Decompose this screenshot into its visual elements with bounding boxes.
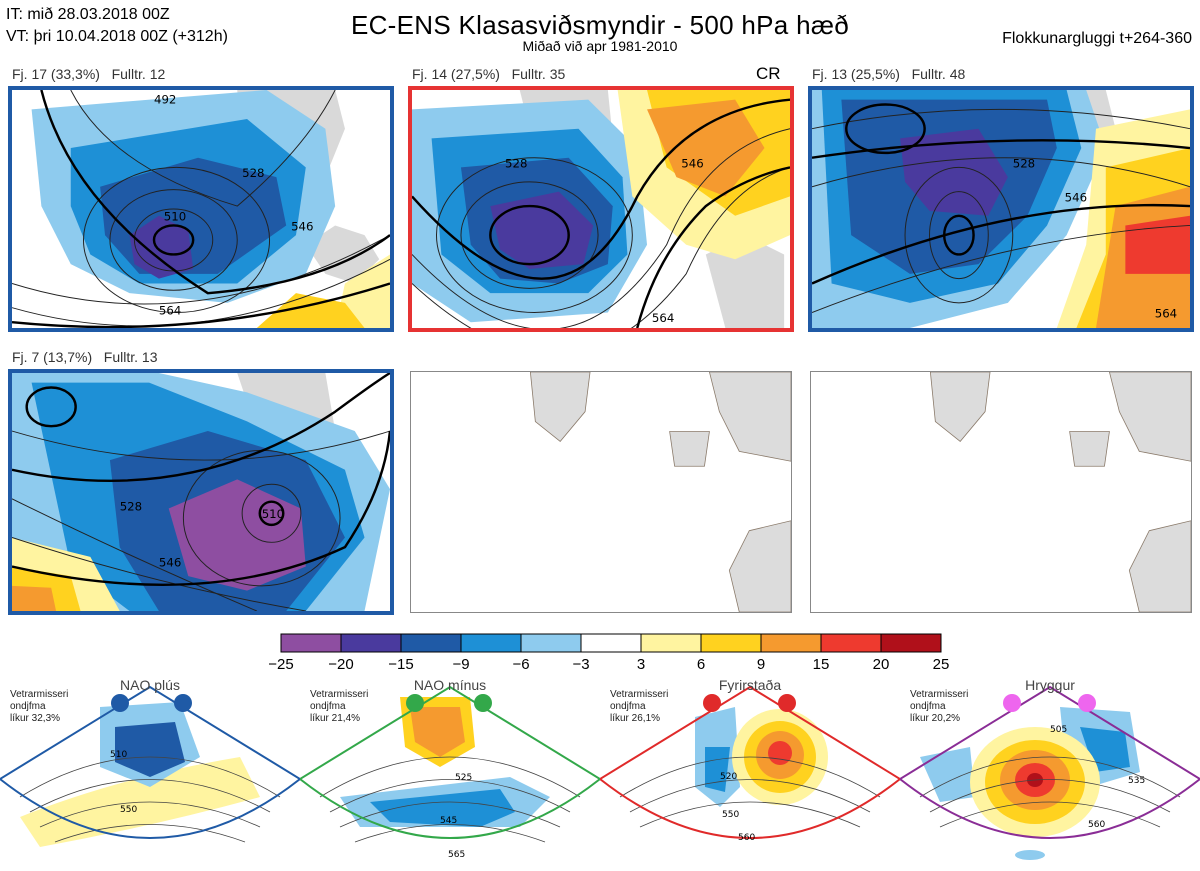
colorbar-cell xyxy=(460,633,522,653)
cluster-3-label: Fj. 13 (25,5%) Fulltr. 48 xyxy=(812,66,966,82)
regime-name: NAO mínus xyxy=(413,677,487,693)
contour-label: 564 xyxy=(652,311,674,325)
cluster-3-map-graphic: 528 546 564 xyxy=(812,90,1190,328)
contour-label: 528 xyxy=(120,499,142,513)
contour-label: 510 xyxy=(110,750,127,760)
regime-note: Vetrarmisseri ondjfma líkur 21,4% xyxy=(310,689,369,724)
colorbar-tick-label: 3 xyxy=(636,656,646,673)
cluster-4-map-graphic: 510 528 546 xyxy=(12,373,390,611)
contour-label: 520 xyxy=(720,772,737,782)
regime-ridge: 505 535 560 Hryggur Vetrarmisseri ondjfma… xyxy=(900,677,1200,871)
colorbar-tick-label: 9 xyxy=(756,656,766,673)
regime-ridge-graphic: 505 535 560 xyxy=(900,685,1200,860)
colorbar-tick-label: −3 xyxy=(572,656,590,673)
classification-window: Flokkunargluggi t+264-360 xyxy=(1002,30,1192,47)
regime-name: Fyrirstaða xyxy=(718,677,782,693)
contour-label: 564 xyxy=(159,304,181,318)
regime-blocking: 520 550 560 Fyrirstaða Vetrarmisseri ondj… xyxy=(600,677,900,871)
cluster-2-map-graphic: 528 546 564 xyxy=(412,90,790,328)
colorbar-tick-label: 20 xyxy=(872,656,890,673)
cluster-1-map[interactable]: 492 510 528 546 564 xyxy=(8,86,394,332)
colorbar-tick-label: 25 xyxy=(932,656,950,673)
regime-note: Vetrarmisseri ondjfma líkur 32,3% xyxy=(10,689,69,724)
contour-label: 535 xyxy=(1128,776,1145,786)
colorbar-cell xyxy=(820,633,882,653)
colorbar-tick-label: −9 xyxy=(452,656,470,673)
contour-label: 560 xyxy=(1088,820,1105,830)
initial-time: IT: mið 28.03.2018 00Z xyxy=(6,6,170,23)
colorbar-ticks: −25 −20 −15 −9 −6 −3 3 6 9 15 20 25 xyxy=(262,656,962,676)
colorbar-cell xyxy=(640,633,702,653)
contour-label: 546 xyxy=(159,556,181,570)
colorbar-cell xyxy=(400,633,462,653)
regime-nao-plus: 510 550 NAO plús Vetrarmisseri ondjfma lík… xyxy=(0,677,300,871)
colorbar-cells xyxy=(280,633,942,653)
colorbar-cell xyxy=(340,633,402,653)
contour-label: 545 xyxy=(440,816,457,826)
contour-label: 550 xyxy=(722,810,739,820)
contour-label: 528 xyxy=(242,166,264,180)
cluster-2-label: Fj. 14 (27,5%) Fulltr. 35 xyxy=(412,66,566,82)
empty-map-2[interactable] xyxy=(810,371,1192,613)
colorbar-cell xyxy=(700,633,762,653)
colorbar-cell xyxy=(580,633,642,653)
contour-label: 550 xyxy=(120,805,137,815)
colorbar-cell xyxy=(760,633,822,653)
contour-label: 546 xyxy=(1065,190,1087,204)
regime-nao-minus: 525 545 565 NAO mínus Vetrarmisseri ondjf… xyxy=(300,677,600,871)
colorbar-tick-label: −6 xyxy=(512,656,530,673)
empty-map-1[interactable] xyxy=(410,371,792,613)
contour-label: 546 xyxy=(681,156,703,170)
regime-nao-minus-graphic: 525 545 565 xyxy=(300,685,600,860)
colorbar xyxy=(280,633,942,653)
contour-label: 492 xyxy=(154,93,176,107)
contour-label: 564 xyxy=(1155,306,1177,320)
contour-label: 565 xyxy=(448,850,465,860)
colorbar-cell xyxy=(520,633,582,653)
contour-label: 510 xyxy=(262,507,284,521)
page-subtitle: Miðað við apr 1981-2010 xyxy=(522,38,678,54)
colorbar-cell xyxy=(280,633,342,653)
regime-note: Vetrarmisseri ondjfma líkur 20,2% xyxy=(910,689,969,724)
regime-note: Vetrarmisseri ondjfma líkur 26,1% xyxy=(610,689,669,724)
colorbar-tick-label: 6 xyxy=(696,656,706,673)
contour-label: 546 xyxy=(291,219,313,233)
contour-label: 510 xyxy=(164,210,186,224)
empty-map-2-graphic xyxy=(811,372,1191,612)
colorbar-cell xyxy=(880,633,942,653)
colorbar-tick-label: 15 xyxy=(812,656,830,673)
cr-badge: CR xyxy=(756,64,781,83)
contour-label: 525 xyxy=(455,773,472,783)
cluster-1-label: Fj. 17 (33,3%) Fulltr. 12 xyxy=(12,66,166,82)
regime-nao-plus-graphic: 510 550 xyxy=(0,685,300,847)
page-title: EC-ENS Klasasviðsmyndir - 500 hPa hæð xyxy=(350,10,850,40)
regime-blocking-graphic: 520 550 560 xyxy=(600,685,900,843)
cluster-2-map[interactable]: 528 546 564 xyxy=(408,86,794,332)
contour-label: 505 xyxy=(1050,725,1067,735)
regime-name: NAO plús xyxy=(120,677,180,693)
cluster-4-label: Fj. 7 (13,7%) Fulltr. 13 xyxy=(12,349,158,365)
valid-time: VT: þri 10.04.2018 00Z (+312h) xyxy=(6,28,228,45)
contour-label: 528 xyxy=(1013,156,1035,170)
cluster-3-map[interactable]: 528 546 564 xyxy=(808,86,1194,332)
colorbar-tick-label: −15 xyxy=(388,656,414,673)
cluster-4-map[interactable]: 510 528 546 xyxy=(8,369,394,615)
cluster-1-map-graphic: 492 510 528 546 564 xyxy=(12,90,390,328)
contour-label: 528 xyxy=(505,156,527,170)
colorbar-tick-label: −25 xyxy=(268,656,294,673)
empty-map-1-graphic xyxy=(411,372,791,612)
colorbar-tick-label: −20 xyxy=(328,656,354,673)
regime-name: Hryggur xyxy=(1025,677,1075,693)
run-info: IT: mið 28.03.2018 00Z VT: þri 10.04.201… xyxy=(6,4,228,48)
contour-label: 560 xyxy=(738,833,755,843)
